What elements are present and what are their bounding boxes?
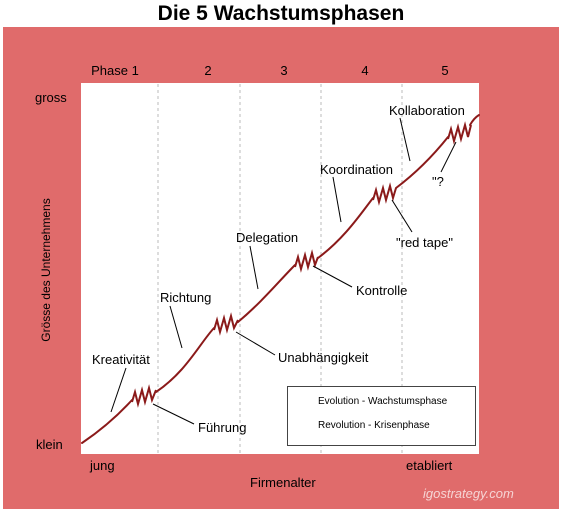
leader-richtung [169, 305, 183, 349]
y-axis-top-label: gross [35, 90, 67, 105]
leader-kontrolle [312, 265, 353, 288]
revolution-zigzag-1 [131, 384, 157, 408]
evolution-segment-5 [395, 136, 449, 189]
phase-label-2: 2 [204, 63, 212, 78]
revolution-label-1: Führung [198, 420, 247, 435]
evolution-segment-3 [237, 264, 296, 323]
phase-label-5: 5 [441, 63, 449, 78]
leader-red-tape [391, 199, 413, 233]
leader-kollaboration [399, 117, 411, 162]
watermark: igostrategy.com [423, 486, 514, 501]
y-axis-bottom-label: klein [36, 437, 63, 452]
revolution-label-5: "? [432, 174, 444, 189]
revolution-leaders [152, 141, 457, 425]
leader-koordination [332, 176, 342, 223]
evolution-segment-4 [317, 197, 374, 259]
revolution-zigzag-2 [213, 312, 239, 336]
leader-fuehrung [152, 403, 195, 425]
x-axis-title: Firmenalter [250, 475, 316, 490]
evolution-label-5: Kollaboration [389, 103, 465, 118]
evolution-label-1: Kreativität [92, 352, 150, 367]
evolution-segment-2 [155, 327, 215, 393]
leader-unabhaengigkeit [235, 331, 276, 356]
revolution-zigzag-5 [447, 121, 472, 145]
x-axis-right-label: etabliert [406, 458, 453, 473]
revolution-zigzag-3 [294, 249, 319, 273]
legend-evolution-label: Evolution - Wachstumsphase [318, 396, 448, 407]
revolution-label-3: Kontrolle [356, 283, 408, 298]
revolution-label-4: "red tape" [396, 235, 453, 250]
revolution-label-2: Unabhängigkeit [278, 350, 369, 365]
evolution-label-2: Richtung [160, 290, 212, 305]
phase-label-4: 4 [361, 63, 369, 78]
leader-kreativitaet [110, 367, 127, 413]
evolution-curve [81, 114, 480, 444]
diagram-title: Die 5 Wachstumsphasen [157, 2, 405, 25]
legend-revolution-label: Revolution - Krisenphase [318, 420, 430, 431]
revolution-zigzag-4 [372, 182, 397, 206]
leader-question [440, 141, 457, 173]
phase-label-3: 3 [280, 63, 288, 78]
evolution-leaders [110, 117, 411, 413]
evolution-segment-6 [469, 114, 480, 126]
revolution-zigzags [131, 121, 472, 408]
phase-label-1: Phase 1 [91, 63, 139, 78]
evolution-label-4: Koordination [320, 162, 393, 177]
leader-delegation [249, 245, 259, 290]
evolution-label-3: Delegation [236, 230, 299, 245]
x-axis-left-label: jung [90, 458, 115, 473]
legend-box: Evolution - Wachstumsphase Revolution - … [287, 386, 476, 446]
evolution-segment-1 [81, 399, 133, 444]
